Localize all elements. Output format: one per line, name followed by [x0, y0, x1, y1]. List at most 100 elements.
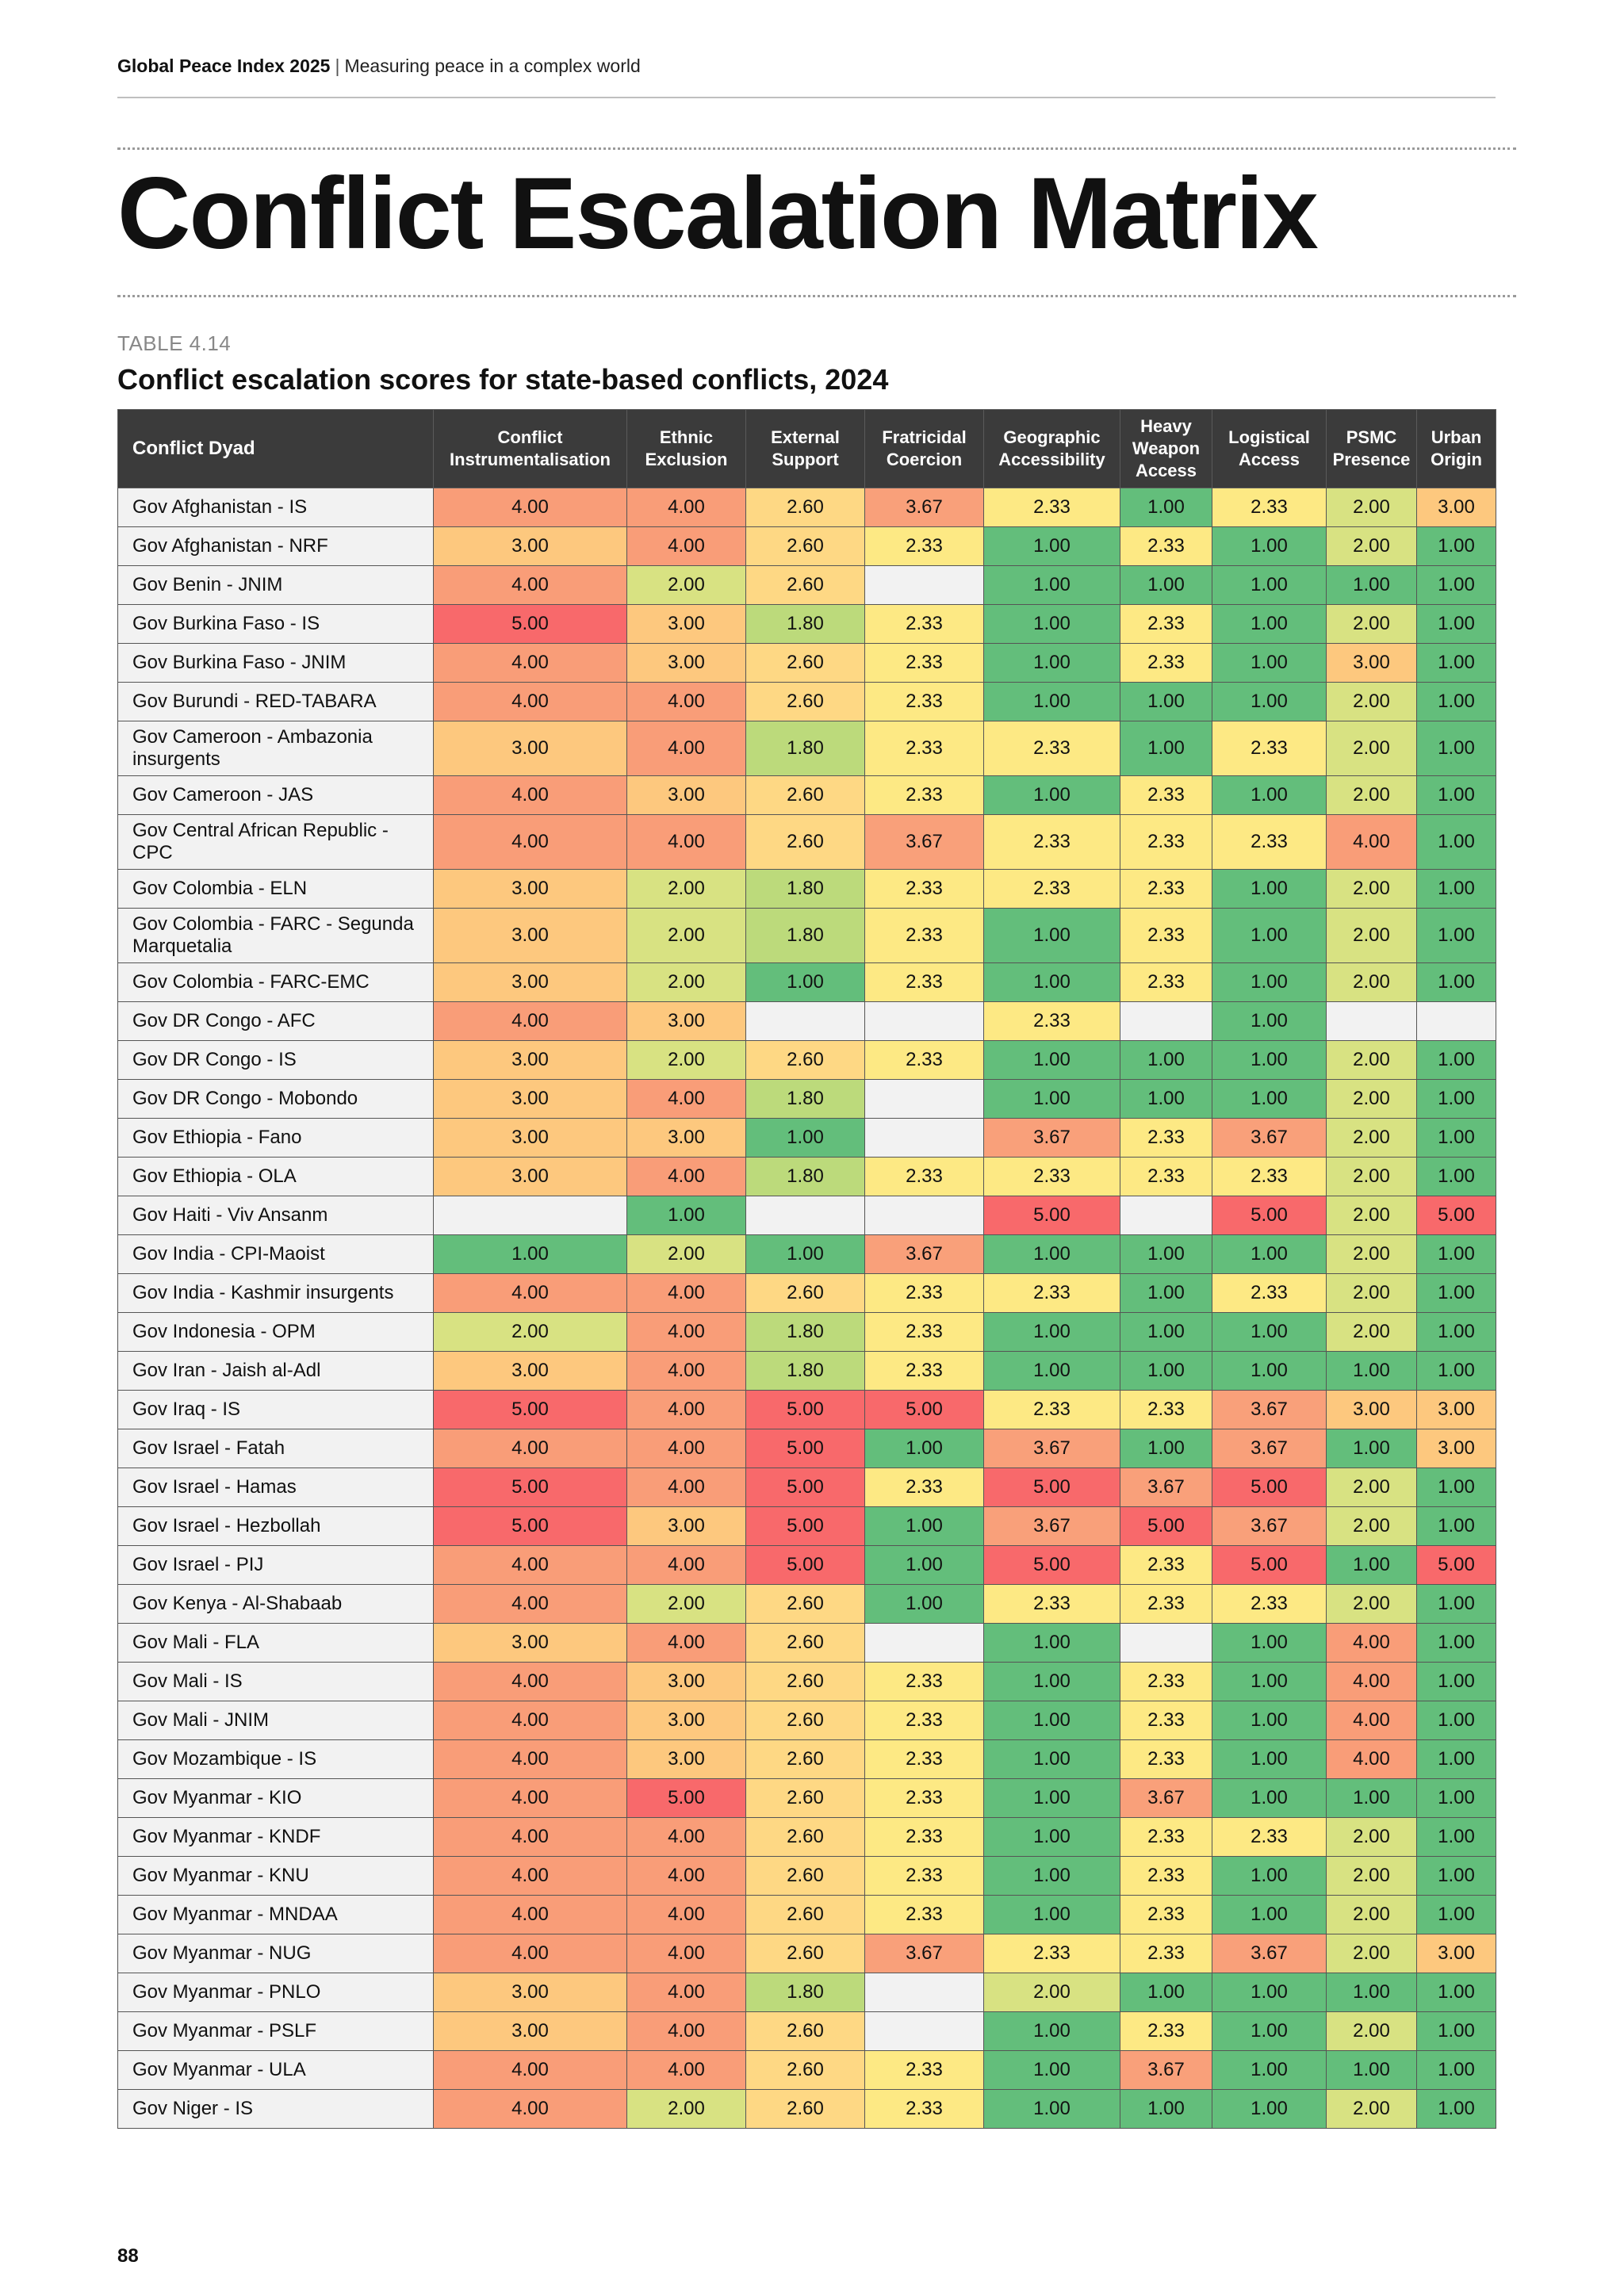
score-cell: 1.00 [864, 1545, 984, 1585]
score-cell: 1.00 [983, 1623, 1120, 1663]
score-cell: 2.00 [1326, 1934, 1417, 1973]
score-cell: 2.60 [745, 2089, 865, 2129]
score-cell: 4.00 [626, 1545, 746, 1585]
table-row: Gov DR Congo - Mobondo 3.00 4.00 1.80 1.00 1.… [117, 1079, 1496, 1119]
score-cell: 5.00 [1416, 1196, 1496, 1235]
score-cell: 2.33 [1212, 488, 1327, 527]
dyad-cell: Gov Mozambique - IS [117, 1739, 434, 1779]
score-cell: 1.00 [1212, 2050, 1327, 2090]
score-cell: 2.60 [745, 1273, 865, 1313]
table-caption: Conflict escalation scores for state-bas… [117, 363, 889, 396]
running-header: Global Peace Index 2025 | Measuring peace … [117, 55, 641, 77]
score-cell: 2.60 [745, 1701, 865, 1740]
score-cell: 1.00 [1416, 2089, 1496, 2129]
score-cell: 4.00 [433, 1545, 627, 1585]
score-cell: 2.33 [1120, 1934, 1212, 1973]
score-cell: 2.60 [745, 814, 865, 870]
dyad-cell: Gov Mali - JNIM [117, 1701, 434, 1740]
score-cell: 2.00 [626, 962, 746, 1002]
score-cell: 2.33 [864, 775, 984, 815]
score-cell: 1.00 [983, 1662, 1120, 1701]
score-cell: 3.00 [626, 1739, 746, 1779]
score-cell: 2.33 [1212, 1817, 1327, 1857]
score-cell: 2.60 [745, 488, 865, 527]
score-cell: 3.67 [864, 1234, 984, 1274]
score-cell: 2.00 [1326, 1584, 1417, 1624]
score-cell: 1.00 [983, 2089, 1120, 2129]
score-cell: 2.33 [1120, 962, 1212, 1002]
score-cell: 1.00 [1416, 565, 1496, 605]
score-cell: 1.00 [1212, 1895, 1327, 1934]
dyad-cell: Gov DR Congo - Mobondo [117, 1079, 434, 1119]
column-header: Logistical Access [1212, 409, 1327, 488]
score-cell: 1.00 [1416, 1739, 1496, 1779]
score-cell: 2.33 [983, 721, 1120, 776]
score-cell: 2.33 [1120, 814, 1212, 870]
score-cell: 1.00 [983, 1739, 1120, 1779]
score-cell [864, 2011, 984, 2051]
score-cell: 4.00 [626, 721, 746, 776]
column-header: Conflict Instrumentalisation [433, 409, 627, 488]
score-cell: 3.00 [1326, 1390, 1417, 1429]
score-cell: 3.00 [433, 1079, 627, 1119]
score-cell: 1.00 [1120, 1351, 1212, 1391]
table-row: Gov Israel - Hezbollah 5.00 3.00 5.00 1.00 3.… [117, 1506, 1496, 1546]
score-cell: 3.67 [1212, 1506, 1327, 1546]
score-cell: 1.00 [1326, 1429, 1417, 1468]
score-cell: 4.00 [626, 1623, 746, 1663]
dyad-cell: Gov Myanmar - KNU [117, 1856, 434, 1896]
score-cell: 3.00 [433, 1351, 627, 1391]
score-cell: 2.33 [864, 526, 984, 566]
score-cell: 1.00 [1326, 1778, 1417, 1818]
score-cell: 1.00 [1212, 1739, 1327, 1779]
score-cell: 2.60 [745, 1584, 865, 1624]
score-cell: 1.00 [1416, 721, 1496, 776]
table-body: Gov Afghanistan - IS 4.00 4.00 2.60 3.67 2.33… [117, 488, 1496, 2129]
escalation-matrix-table: Conflict Dyad Conflict Instrumentalisatio… [117, 409, 1496, 2129]
score-cell: 2.33 [1120, 1662, 1212, 1701]
score-cell: 4.00 [626, 1934, 746, 1973]
score-cell: 2.60 [745, 1856, 865, 1896]
score-cell: 2.33 [864, 869, 984, 909]
dyad-cell: Gov Iran - Jaish al-Adl [117, 1351, 434, 1391]
score-cell: 3.00 [433, 1118, 627, 1158]
score-cell: 2.60 [745, 1739, 865, 1779]
score-cell: 1.80 [745, 1973, 865, 2012]
score-cell: 1.00 [1212, 1351, 1327, 1391]
dyad-cell: Gov Israel - Hezbollah [117, 1506, 434, 1546]
score-cell: 1.80 [745, 721, 865, 776]
score-cell: 2.33 [864, 643, 984, 683]
table-row: Gov Cameroon - Ambazonia insurgents 3.00 4… [117, 721, 1496, 776]
table-row: Gov India - Kashmir insurgents 4.00 4.00 2.… [117, 1273, 1496, 1313]
table-row: Gov Myanmar - PNLO 3.00 4.00 1.80 2.00 1.00 1.… [117, 1973, 1496, 2012]
score-cell: 1.00 [1212, 962, 1327, 1002]
dyad-cell: Gov Myanmar - ULA [117, 2050, 434, 2090]
score-cell: 1.00 [1416, 643, 1496, 683]
dyad-cell: Gov Myanmar - NUG [117, 1934, 434, 1973]
score-cell: 1.00 [864, 1429, 984, 1468]
table-row: Gov Mali - IS 4.00 3.00 2.60 2.33 1.00 2.33 1.0… [117, 1662, 1496, 1701]
score-cell: 4.00 [626, 682, 746, 721]
score-cell: 1.00 [983, 775, 1120, 815]
score-cell: 2.00 [626, 1234, 746, 1274]
score-cell: 3.67 [1120, 2050, 1212, 2090]
score-cell: 5.00 [983, 1468, 1120, 1507]
score-cell: 3.00 [626, 643, 746, 683]
score-cell: 1.00 [1416, 526, 1496, 566]
dyad-cell: Gov Mali - FLA [117, 1623, 434, 1663]
score-cell: 2.33 [864, 1895, 984, 1934]
score-cell: 2.33 [1120, 526, 1212, 566]
score-cell: 1.00 [1416, 2050, 1496, 2090]
score-cell: 2.60 [745, 1895, 865, 1934]
score-cell: 1.00 [1416, 775, 1496, 815]
score-cell: 3.00 [626, 1001, 746, 1041]
score-cell: 4.00 [626, 1973, 746, 2012]
score-cell: 1.00 [1120, 1079, 1212, 1119]
score-cell: 1.00 [1212, 526, 1327, 566]
table-header-row: Conflict Dyad Conflict Instrumentalisatio… [117, 409, 1496, 488]
score-cell: 2.00 [626, 1040, 746, 1080]
page-number: 88 [117, 2245, 139, 2267]
dyad-cell: Gov Myanmar - KNDF [117, 1817, 434, 1857]
dyad-cell: Gov Myanmar - MNDAA [117, 1895, 434, 1934]
table-row: Gov Niger - IS 4.00 2.00 2.60 2.33 1.00 1.00 1.… [117, 2089, 1496, 2129]
